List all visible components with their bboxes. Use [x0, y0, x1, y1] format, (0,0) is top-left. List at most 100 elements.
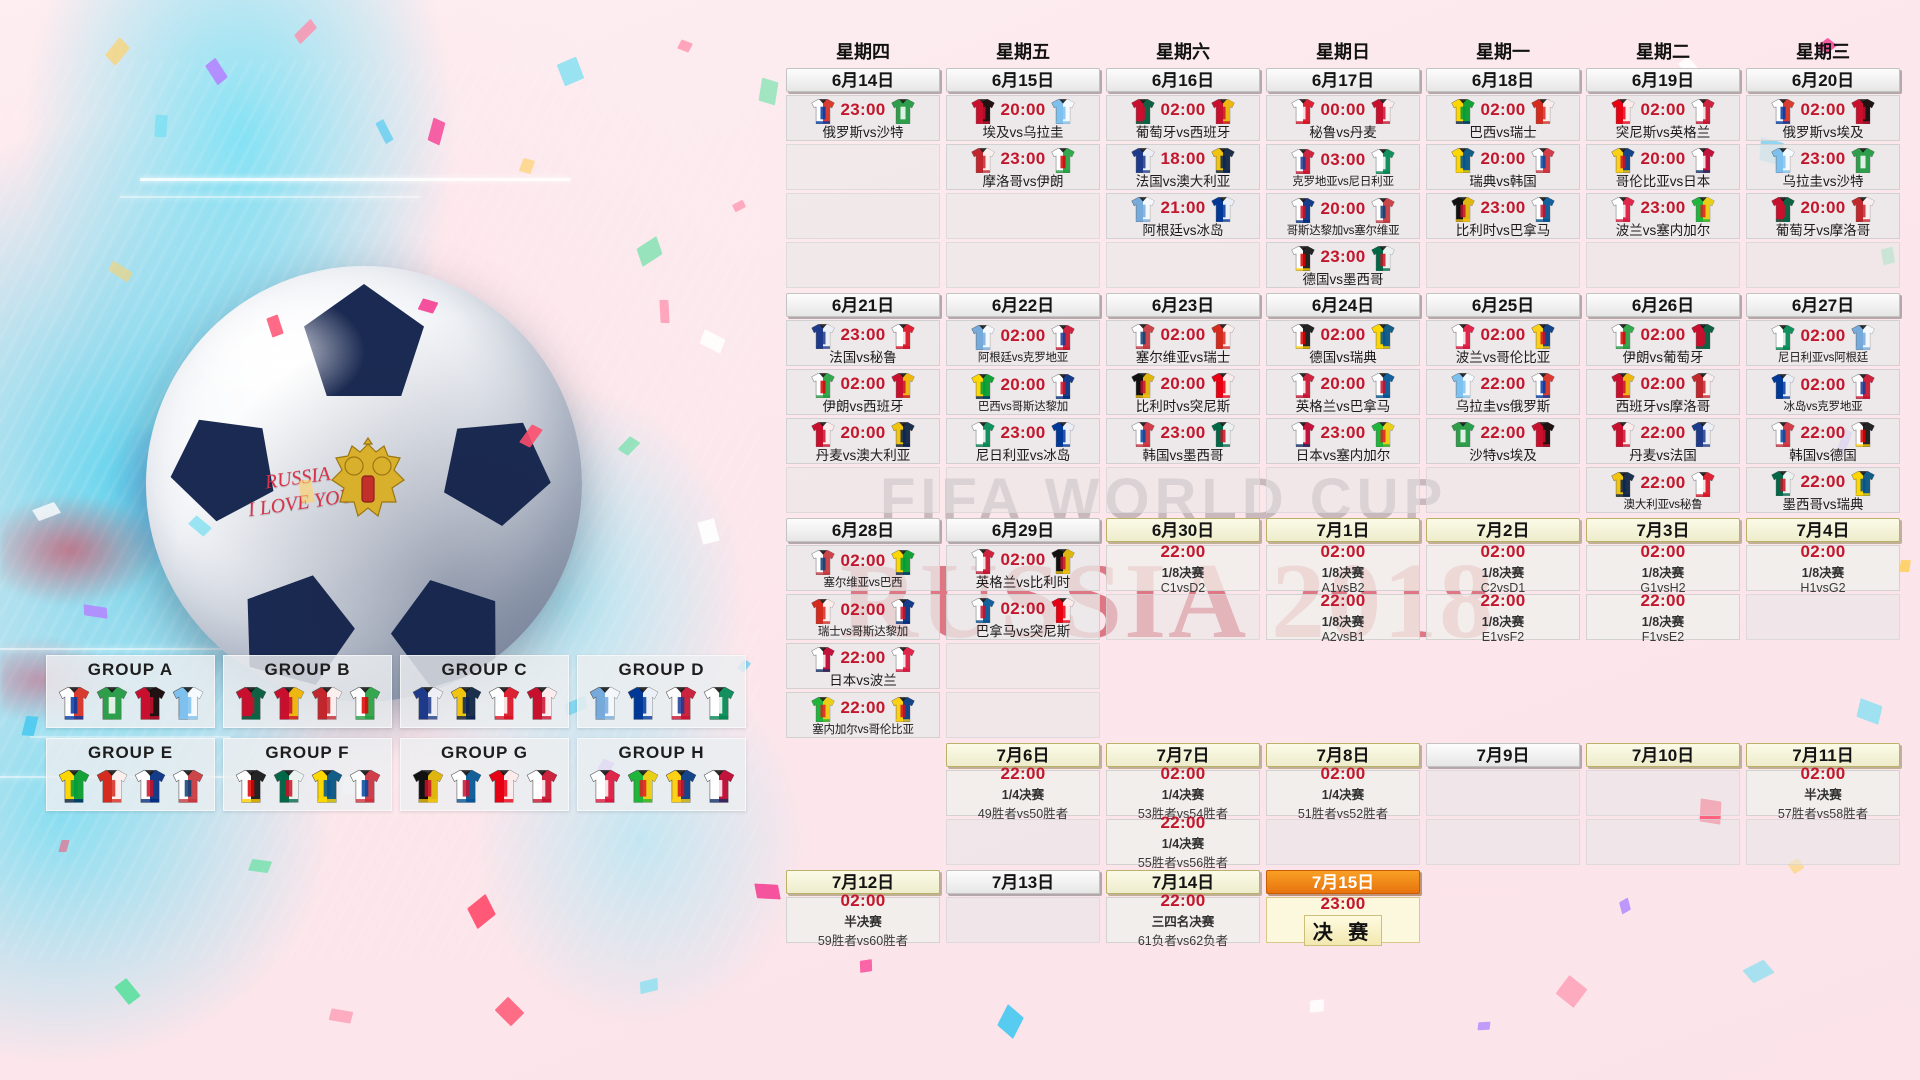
match-cell[interactable]: 02:00 巴西vs瑞士	[1426, 95, 1580, 141]
match-cell[interactable]: 22:00 塞内加尔vs哥伦比亚	[786, 692, 940, 738]
group-box-group-e[interactable]: GROUP E	[46, 738, 215, 811]
date-cell[interactable]: 7月10日	[1586, 743, 1740, 767]
date-cell[interactable]: 7月4日	[1746, 518, 1900, 542]
match-cell[interactable]: 20:00 比利时vs突尼斯	[1106, 369, 1260, 415]
match-cell[interactable]: 02:00 伊朗vs西班牙	[786, 369, 940, 415]
match-cell[interactable]: 02:00 1/4决赛 51胜者vs52胜者	[1266, 764, 1420, 821]
date-cell[interactable]: 6月22日	[946, 293, 1100, 317]
match-cell[interactable]: 23:00 摩洛哥vs伊朗	[946, 144, 1100, 190]
date-cell[interactable]: 7月7日	[1106, 743, 1260, 767]
match-cell[interactable]: 02:00 半决赛 59胜者vs60胜者	[786, 891, 940, 948]
match-cell[interactable]: 02:00 德国vs瑞典	[1266, 320, 1420, 366]
match-cell[interactable]: 22:00 1/8决赛 F1vsE2	[1586, 591, 1740, 644]
match-cell[interactable]: 23:00 决 赛	[1266, 894, 1420, 946]
date-cell[interactable]: 6月28日	[786, 518, 940, 542]
match-cell[interactable]: 02:00 突尼斯vs英格兰	[1586, 95, 1740, 141]
match-cell[interactable]: 02:00 俄罗斯vs埃及	[1746, 95, 1900, 141]
match-cell[interactable]: 23:00 德国vs墨西哥	[1266, 242, 1420, 288]
match-cell[interactable]: 22:00 沙特vs埃及	[1426, 418, 1580, 464]
group-box-group-h[interactable]: GROUP H	[577, 738, 746, 811]
match-cell[interactable]: 22:00 1/8决赛 C1vsD2	[1106, 542, 1260, 595]
match-cell[interactable]: 22:00 1/4决赛 49胜者vs50胜者	[946, 764, 1100, 821]
date-cell[interactable]: 6月24日	[1266, 293, 1420, 317]
match-cell[interactable]: 02:00 西班牙vs摩洛哥	[1586, 369, 1740, 415]
match-cell[interactable]: 02:00 巴拿马vs突尼斯	[946, 594, 1100, 640]
match-cell[interactable]: 02:00 阿根廷vs克罗地亚	[946, 320, 1100, 366]
match-cell[interactable]: 02:00 塞尔维亚vs巴西	[786, 545, 940, 591]
match-cell[interactable]: 22:00 澳大利亚vs秘鲁	[1586, 467, 1740, 513]
date-cell[interactable]: 7月11日	[1746, 743, 1900, 767]
date-cell[interactable]: 7月12日	[786, 870, 940, 894]
match-cell[interactable]: 02:00 瑞士vs哥斯达黎加	[786, 594, 940, 640]
match-cell[interactable]: 22:00 墨西哥vs瑞典	[1746, 467, 1900, 513]
date-cell[interactable]: 6月23日	[1106, 293, 1260, 317]
match-cell[interactable]: 23:00 俄罗斯vs沙特	[786, 95, 940, 141]
match-cell[interactable]: 23:00 乌拉圭vs沙特	[1746, 144, 1900, 190]
date-cell[interactable]: 7月15日	[1266, 870, 1420, 894]
date-cell[interactable]: 7月1日	[1266, 518, 1420, 542]
match-cell[interactable]: 02:00 英格兰vs比利时	[946, 545, 1100, 591]
match-cell[interactable]: 03:00 克罗地亚vs尼日利亚	[1266, 144, 1420, 190]
match-cell[interactable]: 02:00 波兰vs哥伦比亚	[1426, 320, 1580, 366]
match-cell[interactable]: 00:00 秘鲁vs丹麦	[1266, 95, 1420, 141]
date-cell[interactable]: 6月14日	[786, 68, 940, 92]
match-cell[interactable]: 20:00 英格兰vs巴拿马	[1266, 369, 1420, 415]
match-cell[interactable]: 20:00 葡萄牙vs摩洛哥	[1746, 193, 1900, 239]
date-cell[interactable]: 6月21日	[786, 293, 940, 317]
match-cell[interactable]: 22:00 丹麦vs法国	[1586, 418, 1740, 464]
date-cell[interactable]: 6月27日	[1746, 293, 1900, 317]
date-cell[interactable]: 7月2日	[1426, 518, 1580, 542]
date-cell[interactable]: 6月29日	[946, 518, 1100, 542]
date-cell[interactable]: 6月15日	[946, 68, 1100, 92]
match-cell[interactable]: 20:00 哥斯达黎加vs塞尔维亚	[1266, 193, 1420, 239]
group-box-group-g[interactable]: GROUP G	[400, 738, 569, 811]
date-cell[interactable]: 7月3日	[1586, 518, 1740, 542]
group-box-group-b[interactable]: GROUP B	[223, 655, 392, 728]
match-cell[interactable]: 18:00 法国vs澳大利亚	[1106, 144, 1260, 190]
match-cell[interactable]: 23:00 尼日利亚vs冰岛	[946, 418, 1100, 464]
match-cell[interactable]: 02:00 半决赛 57胜者vs58胜者	[1746, 764, 1900, 821]
date-cell[interactable]: 7月14日	[1106, 870, 1260, 894]
date-cell[interactable]: 6月17日	[1266, 68, 1420, 92]
match-cell[interactable]: 20:00 巴西vs哥斯达黎加	[946, 369, 1100, 415]
group-box-group-c[interactable]: GROUP C	[400, 655, 569, 728]
match-cell[interactable]: 02:00 1/8决赛 G1vsH2	[1586, 542, 1740, 595]
match-cell[interactable]: 02:00 1/8决赛 H1vsG2	[1746, 542, 1900, 595]
date-cell[interactable]: 6月30日	[1106, 518, 1260, 542]
match-cell[interactable]: 02:00 冰岛vs克罗地亚	[1746, 369, 1900, 415]
date-cell[interactable]: 7月6日	[946, 743, 1100, 767]
match-cell[interactable]: 22:00 1/8决赛 A2vsB1	[1266, 591, 1420, 644]
date-cell[interactable]: 6月18日	[1426, 68, 1580, 92]
match-cell[interactable]: 22:00 1/8决赛 E1vsF2	[1426, 591, 1580, 644]
date-cell[interactable]: 6月26日	[1586, 293, 1740, 317]
match-cell[interactable]: 02:00 1/8决赛 A1vsB2	[1266, 542, 1420, 595]
match-cell[interactable]: 23:00 日本vs塞内加尔	[1266, 418, 1420, 464]
match-cell[interactable]: 23:00 韩国vs墨西哥	[1106, 418, 1260, 464]
match-cell[interactable]: 02:00 伊朗vs葡萄牙	[1586, 320, 1740, 366]
match-cell[interactable]: 23:00 波兰vs塞内加尔	[1586, 193, 1740, 239]
date-cell[interactable]: 6月19日	[1586, 68, 1740, 92]
match-cell[interactable]: 02:00 1/4决赛 53胜者vs54胜者	[1106, 764, 1260, 821]
date-cell[interactable]: 7月8日	[1266, 743, 1420, 767]
match-cell[interactable]: 22:00 日本vs波兰	[786, 643, 940, 689]
group-box-group-a[interactable]: GROUP A	[46, 655, 215, 728]
match-cell[interactable]: 22:00 韩国vs德国	[1746, 418, 1900, 464]
date-cell[interactable]: 7月9日	[1426, 743, 1580, 767]
match-cell[interactable]: 02:00 塞尔维亚vs瑞士	[1106, 320, 1260, 366]
match-cell[interactable]: 22:00 三四名决赛 61负者vs62负者	[1106, 891, 1260, 948]
group-box-group-f[interactable]: GROUP F	[223, 738, 392, 811]
match-cell[interactable]: 23:00 法国vs秘鲁	[786, 320, 940, 366]
match-cell[interactable]: 02:00 尼日利亚vs阿根廷	[1746, 320, 1900, 366]
match-cell[interactable]: 20:00 瑞典vs韩国	[1426, 144, 1580, 190]
group-box-group-d[interactable]: GROUP D	[577, 655, 746, 728]
match-cell[interactable]: 02:00 葡萄牙vs西班牙	[1106, 95, 1260, 141]
date-cell[interactable]: 7月13日	[946, 870, 1100, 894]
match-cell[interactable]: 22:00 1/4决赛 55胜者vs56胜者	[1106, 813, 1260, 870]
match-cell[interactable]: 20:00 哥伦比亚vs日本	[1586, 144, 1740, 190]
match-cell[interactable]: 21:00 阿根廷vs冰岛	[1106, 193, 1260, 239]
match-cell[interactable]: 02:00 1/8决赛 C2vsD1	[1426, 542, 1580, 595]
date-cell[interactable]: 6月20日	[1746, 68, 1900, 92]
match-cell[interactable]: 20:00 丹麦vs澳大利亚	[786, 418, 940, 464]
date-cell[interactable]: 6月25日	[1426, 293, 1580, 317]
match-cell[interactable]: 22:00 乌拉圭vs俄罗斯	[1426, 369, 1580, 415]
